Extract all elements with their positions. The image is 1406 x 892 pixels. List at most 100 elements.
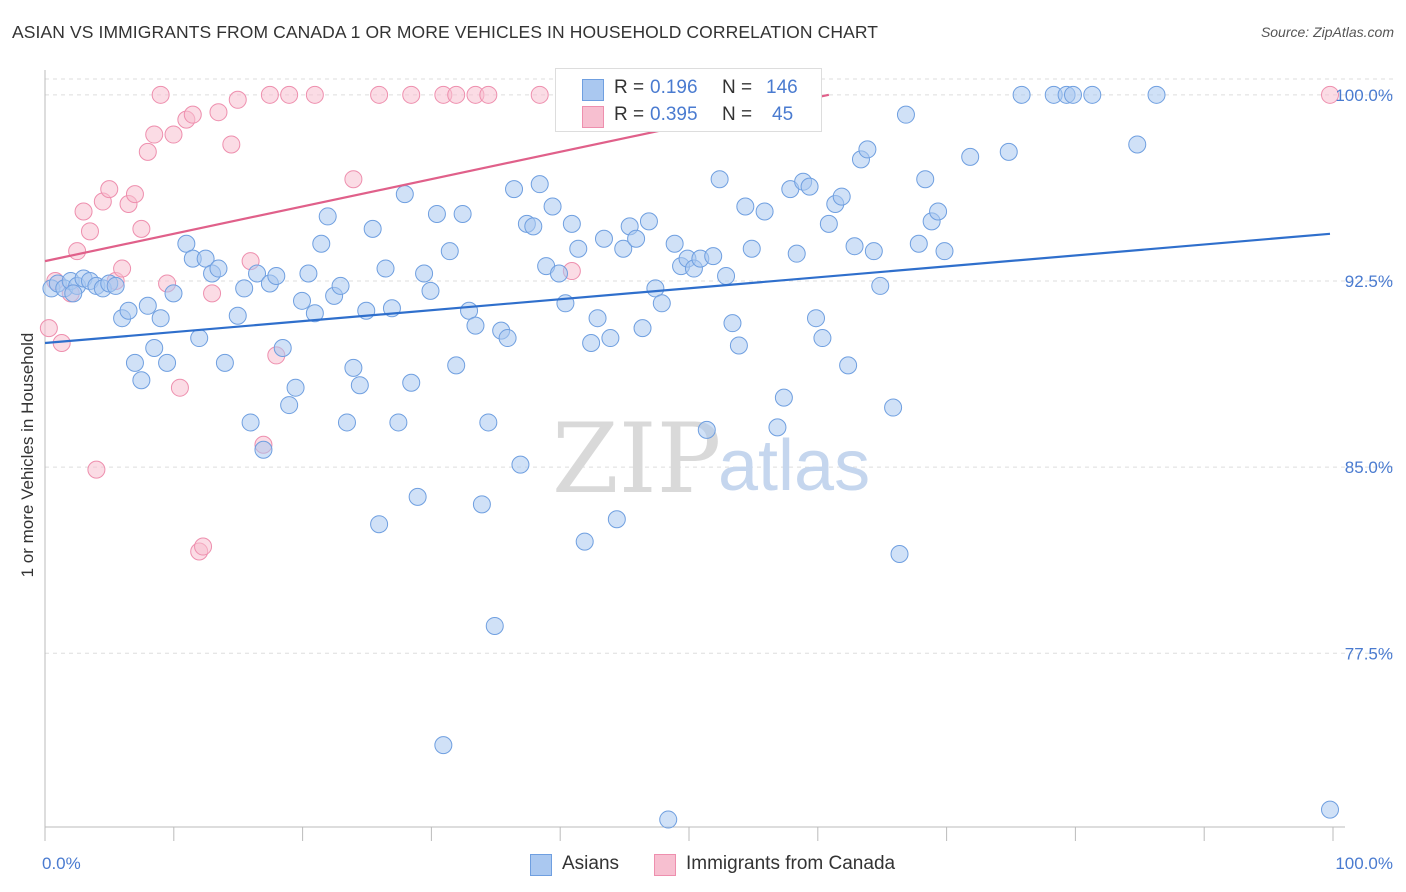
asians-point <box>909 234 928 253</box>
canada-point <box>164 125 183 144</box>
legend-row-canada: R = 0.395 N = 45 <box>556 102 821 130</box>
asians-point <box>768 418 787 437</box>
asians-point <box>697 420 716 439</box>
asians-point <box>717 267 736 286</box>
asians-point <box>453 204 472 223</box>
asians-point <box>370 515 389 534</box>
asians-point <box>890 544 909 563</box>
axes <box>44 70 1345 841</box>
asians-point <box>575 532 594 551</box>
asians-point <box>280 396 299 415</box>
asians-point <box>228 306 247 325</box>
asians-point <box>305 304 324 323</box>
asians-point <box>151 309 170 328</box>
asians-point <box>858 140 877 159</box>
watermark-atlas: atlas <box>718 426 870 506</box>
asians-point <box>344 358 363 377</box>
asians-point <box>209 259 228 278</box>
canada-point <box>228 90 247 109</box>
asians-point <box>929 202 948 221</box>
canada-point <box>344 170 363 189</box>
source-label: Source: ZipAtlas.com <box>1260 24 1394 40</box>
asians-point <box>472 495 491 514</box>
asians-point <box>421 281 440 300</box>
canada-point <box>80 222 99 241</box>
asians-point <box>562 214 581 233</box>
x-tick-label: 0.0% <box>42 854 81 873</box>
asians-point <box>787 244 806 263</box>
canada-point <box>447 85 466 104</box>
asians-point <box>774 388 793 407</box>
canada-point <box>203 284 222 303</box>
asians-point <box>550 264 568 283</box>
canada-point <box>151 85 170 104</box>
asians-point <box>479 413 498 432</box>
asians-point <box>742 239 761 258</box>
legend-r-label: R = <box>614 104 645 125</box>
asians-point <box>498 329 517 348</box>
asians-point <box>415 264 434 283</box>
canada-point <box>260 85 279 104</box>
asians-point <box>286 378 305 397</box>
asians-point <box>235 279 254 298</box>
canada-point <box>280 85 299 104</box>
series-legend: Asians Immigrants from Canada <box>0 852 1406 878</box>
legend-n-label: N = <box>722 104 753 125</box>
gridlines <box>45 78 1395 654</box>
asians-point <box>839 356 858 375</box>
asians-point <box>196 249 215 268</box>
legend-n-value: 45 <box>772 104 794 125</box>
canada-point <box>479 85 498 104</box>
legend-row-asians: R = 0.196 N = 146 <box>556 75 821 103</box>
asians-point <box>119 301 138 320</box>
asians-point <box>190 329 209 348</box>
asians-point <box>594 229 613 248</box>
asians-point <box>530 175 549 194</box>
asians-point <box>466 316 485 335</box>
asians-point <box>402 373 421 392</box>
asians-point <box>736 197 755 216</box>
asians-point <box>884 398 903 417</box>
asians-point <box>408 487 427 506</box>
asians-point <box>350 376 369 395</box>
asians-point <box>999 142 1018 161</box>
asians-point <box>916 170 935 189</box>
y-tick-label: 92.5% <box>1345 272 1393 291</box>
correlation-legend: R = 0.196 N = 146 R = 0.395 N = 45 <box>555 68 822 132</box>
asians-point <box>646 279 665 298</box>
canada-point <box>222 135 241 154</box>
asians-point <box>588 309 607 328</box>
asians-point <box>505 180 524 199</box>
asians-point <box>800 177 819 196</box>
asians-point <box>376 259 395 278</box>
legend-label-asians: Asians <box>562 853 620 874</box>
asians-point <box>723 314 742 333</box>
canada-point <box>87 460 106 479</box>
canada-point <box>402 85 421 104</box>
asians-point <box>1147 85 1166 104</box>
asians-point <box>1083 85 1102 104</box>
canada-point <box>1321 85 1339 104</box>
asians-point <box>639 212 658 231</box>
asians-point <box>440 242 459 261</box>
asians-point <box>524 217 543 236</box>
asians-point <box>132 371 151 390</box>
legend-n-value: 146 <box>766 77 798 98</box>
asians-point <box>241 413 260 432</box>
asians-point <box>215 353 234 372</box>
legend-swatch-asians <box>530 854 552 876</box>
asians-point <box>755 202 774 221</box>
asians-point <box>177 234 196 253</box>
y-tick-label: 100.0% <box>1335 86 1393 105</box>
asians-point <box>434 736 453 755</box>
asians-point <box>633 319 652 338</box>
asians-point <box>704 247 723 266</box>
asians-point <box>896 105 915 124</box>
asians-point <box>447 356 466 375</box>
asians-point <box>427 204 446 223</box>
asians-point <box>665 234 684 253</box>
asians-point <box>652 294 671 313</box>
asians-point <box>485 616 504 635</box>
canada-point <box>132 219 151 238</box>
y-tick-label: 77.5% <box>1345 644 1393 663</box>
